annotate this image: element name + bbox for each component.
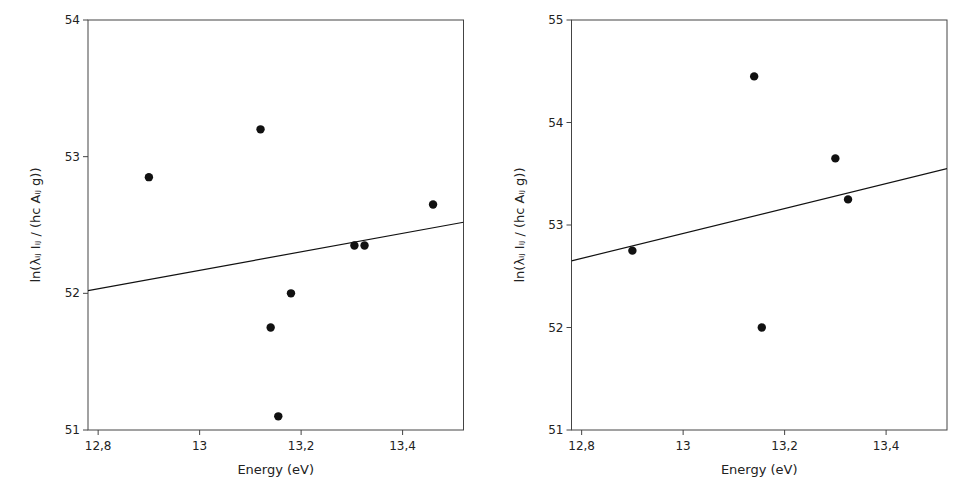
scatter-point: [287, 289, 295, 297]
x-tick-label: 12,8: [85, 439, 112, 453]
y-tick-label: 51: [65, 423, 80, 437]
y-tick-label: 52: [65, 286, 80, 300]
plot-area: [572, 72, 948, 332]
y-tick: [83, 293, 88, 294]
scatter-point: [266, 323, 274, 331]
y-tick: [83, 20, 88, 21]
y-tick-label: 52: [548, 321, 563, 335]
x-tick-label: 13,2: [771, 439, 798, 453]
y-tick: [567, 430, 572, 431]
x-tick-label: 13: [192, 439, 207, 453]
x-tick-label: 12,8: [568, 439, 595, 453]
x-tick: [301, 430, 302, 435]
fit-line: [88, 222, 464, 290]
x-tick: [402, 430, 403, 435]
scatter-point: [274, 412, 282, 420]
x-tick: [98, 430, 99, 435]
x-tick: [886, 430, 887, 435]
x-axis-label: Energy (eV): [721, 462, 798, 477]
plot-area: [88, 125, 464, 420]
plot-frame: [572, 20, 948, 430]
panel: 12,8 13 13,2 13,4 51 52 53 54 55 Energy (eV) ln(λᵢ…: [512, 13, 948, 477]
x-axis-label: Energy (eV): [237, 462, 314, 477]
x-tick-label: 13,4: [389, 439, 416, 453]
y-tick-label: 53: [548, 218, 563, 232]
y-tick-label: 54: [548, 116, 563, 130]
x-tick-label: 13,2: [288, 439, 315, 453]
y-tick-label: 55: [548, 13, 563, 27]
x-tick: [784, 430, 785, 435]
x-tick: [199, 430, 200, 435]
scatter-point: [429, 200, 437, 208]
scatter-point: [758, 323, 766, 331]
scatter-point: [360, 241, 368, 249]
panel: 12,8 13 13,2 13,4 51 52 53 54 Energy (eV) ln(λᵢⱼ …: [28, 13, 464, 477]
x-tick-label: 13: [675, 439, 690, 453]
scatter-point: [844, 195, 852, 203]
y-tick: [567, 20, 572, 21]
y-tick-label: 51: [548, 423, 563, 437]
y-tick: [567, 327, 572, 328]
x-tick: [683, 430, 684, 435]
x-tick: [581, 430, 582, 435]
y-tick-label: 54: [65, 13, 80, 27]
y-tick: [567, 225, 572, 226]
y-tick: [83, 430, 88, 431]
y-axis-label: ln(λᵢⱼ Iᵢⱼ / (hc Aᵢⱼ g)): [28, 167, 43, 282]
scatter-point: [350, 241, 358, 249]
y-axis-label: ln(λᵢⱼ Iᵢⱼ / (hc Aᵢⱼ g)): [512, 167, 527, 282]
y-tick-label: 53: [65, 150, 80, 164]
y-tick: [83, 156, 88, 157]
scatter-point: [256, 125, 264, 133]
scatter-point: [831, 154, 839, 162]
plot-frame: [88, 20, 464, 430]
scatter-point: [145, 173, 153, 181]
scatter-point: [628, 246, 636, 254]
y-tick: [567, 122, 572, 123]
fit-line: [572, 169, 948, 261]
figure: 12,8 13 13,2 13,4 51 52 53 54 Energy (eV) ln(λᵢⱼ …: [0, 0, 967, 492]
scatter-point: [750, 72, 758, 80]
x-tick-label: 13,4: [873, 439, 900, 453]
